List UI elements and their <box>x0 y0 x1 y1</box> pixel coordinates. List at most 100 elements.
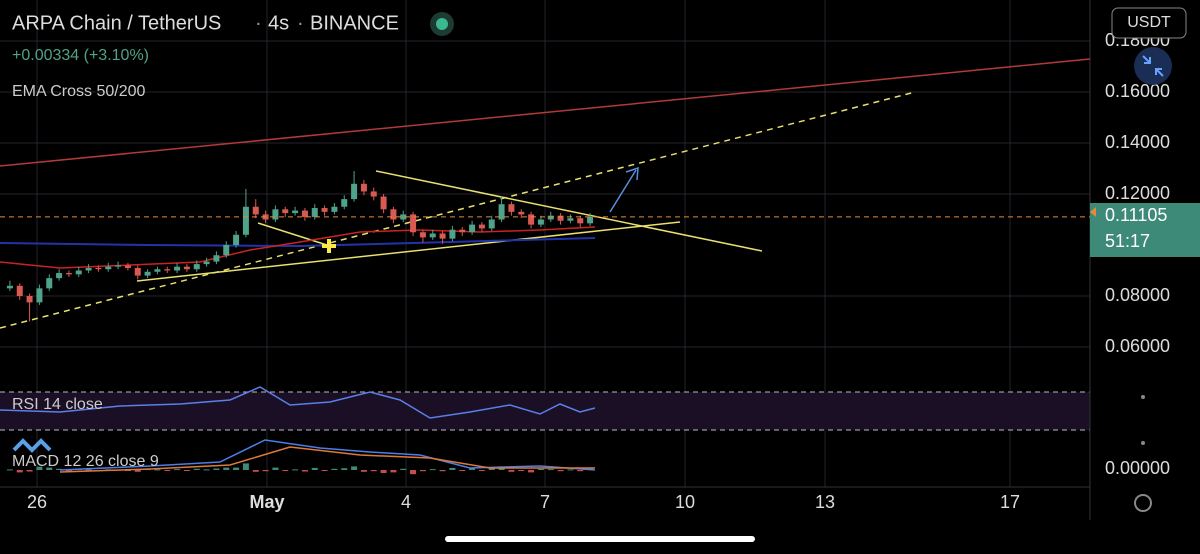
macd-label: MACD 12 26 close 9 <box>12 453 159 470</box>
separator: · <box>297 12 304 34</box>
candle-body <box>134 267 141 276</box>
candle-body <box>400 214 407 220</box>
price-change: +0.00334 (+3.10%) <box>12 47 149 64</box>
candle-body <box>360 183 367 192</box>
macd-histogram <box>85 469 92 471</box>
current-price-box <box>1090 203 1200 257</box>
macd-histogram <box>26 470 33 472</box>
candle-body <box>242 206 249 235</box>
cross-marker <box>322 239 336 253</box>
macd-histogram <box>547 469 554 471</box>
macd-histogram <box>242 463 249 470</box>
settings-icon[interactable] <box>1134 494 1152 512</box>
candle-body <box>488 219 495 229</box>
macd-histogram <box>174 469 181 471</box>
candle-body <box>164 269 171 271</box>
macd-histogram <box>134 470 141 472</box>
macd-histogram <box>164 470 171 471</box>
macd-histogram <box>557 470 564 472</box>
macd-histogram <box>518 470 525 471</box>
collapse-button[interactable] <box>1134 47 1172 85</box>
candle-body <box>498 204 505 220</box>
interval: 4s <box>268 12 289 34</box>
candle-body <box>292 210 299 214</box>
date-label: 26 <box>27 492 47 512</box>
date-label: 10 <box>675 492 695 512</box>
macd-histogram <box>16 470 23 473</box>
home-indicator <box>445 536 755 542</box>
candle-body <box>557 215 564 221</box>
macd-histogram <box>272 467 279 470</box>
price-tick-label: 0.12000 <box>1105 183 1170 203</box>
macd-histogram <box>400 468 407 470</box>
indicator-label: EMA Cross 50/200 <box>12 83 146 100</box>
macd-histogram <box>380 470 387 473</box>
candle-body <box>252 206 259 215</box>
candle-body <box>95 267 102 270</box>
ema-50 <box>0 226 596 269</box>
candle-body <box>518 211 525 215</box>
macd-histogram <box>301 470 308 472</box>
macd-histogram <box>282 470 289 471</box>
macd-histogram <box>488 467 495 470</box>
candle-body <box>154 269 161 272</box>
candle-body <box>439 233 446 239</box>
support-line <box>136 221 681 282</box>
candle-body <box>478 224 485 229</box>
candle-body <box>233 234 240 245</box>
macd-histogram <box>331 468 338 470</box>
macd-histogram <box>6 469 13 471</box>
macd-histogram <box>351 466 358 470</box>
macd-histogram <box>213 468 220 470</box>
pair-name: ARPA Chain / TetherUS <box>12 12 221 34</box>
candle-body <box>105 266 112 270</box>
separator: · <box>255 12 262 34</box>
exchange: BINANCE <box>310 12 399 34</box>
macd-histogram <box>528 470 535 473</box>
macd-histogram <box>449 467 456 470</box>
macd-histogram <box>429 469 436 471</box>
candle-body <box>351 183 358 200</box>
candle-body <box>390 209 397 220</box>
macd-histogram <box>56 468 63 470</box>
candle-body <box>124 265 131 268</box>
date-label: 7 <box>540 492 550 512</box>
candle-body <box>380 196 387 210</box>
candle-body <box>419 232 426 238</box>
trend-line-red <box>0 58 1091 167</box>
rsi-line <box>0 386 596 419</box>
macd-histogram <box>193 468 200 470</box>
date-label: 13 <box>815 492 835 512</box>
macd-histogram <box>439 470 446 472</box>
arrow <box>609 166 639 213</box>
candle-body <box>537 219 544 225</box>
candle-body <box>75 270 82 275</box>
candle-body <box>272 209 279 220</box>
time-axis: 26 May 4 7 10 13 17 <box>27 492 1020 512</box>
currency-label[interactable]: USDT <box>1127 14 1171 31</box>
status-dot <box>436 18 448 30</box>
candle-body <box>115 265 122 267</box>
macd-histogram <box>567 469 574 471</box>
dot <box>1141 441 1145 445</box>
macd-histogram <box>223 467 230 470</box>
candle-body <box>410 214 417 233</box>
macd-histogram <box>262 470 269 472</box>
candle-body <box>85 267 92 271</box>
candle-body <box>282 209 289 214</box>
macd-histogram <box>46 467 53 470</box>
macd-histogram <box>233 467 240 470</box>
currency-button[interactable] <box>1111 7 1187 39</box>
macd-histogram <box>410 470 417 475</box>
macd-histogram <box>341 468 348 470</box>
candle-body <box>331 206 338 212</box>
macd-histogram <box>478 470 485 471</box>
candle-body <box>449 229 456 239</box>
macd-zero: 0.00000 <box>1105 458 1170 478</box>
signal-line <box>59 446 595 473</box>
dot <box>1141 395 1145 399</box>
candle-body <box>26 296 33 303</box>
macd-histogram <box>419 470 426 472</box>
candle-body <box>46 278 53 289</box>
